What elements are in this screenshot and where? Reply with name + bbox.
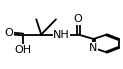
Text: NH: NH	[53, 30, 70, 39]
Text: O: O	[4, 28, 13, 38]
Text: OH: OH	[14, 45, 31, 55]
Text: O: O	[74, 14, 83, 24]
Text: N: N	[89, 43, 98, 53]
